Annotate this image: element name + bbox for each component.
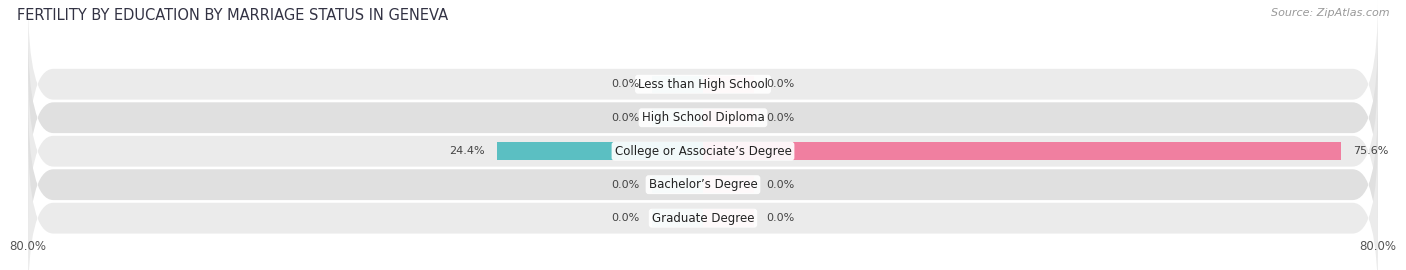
Legend: Married, Unmarried: Married, Unmarried <box>620 269 786 270</box>
Text: High School Diploma: High School Diploma <box>641 111 765 124</box>
Bar <box>652 176 703 193</box>
Bar <box>498 143 703 160</box>
Text: 0.0%: 0.0% <box>766 113 794 123</box>
Text: 24.4%: 24.4% <box>449 146 485 156</box>
Bar <box>703 143 1341 160</box>
FancyBboxPatch shape <box>28 0 1378 169</box>
Bar <box>703 210 754 227</box>
Text: 0.0%: 0.0% <box>612 79 640 89</box>
Bar <box>652 109 703 126</box>
Text: 0.0%: 0.0% <box>612 213 640 223</box>
Bar <box>703 176 754 193</box>
Text: 0.0%: 0.0% <box>612 113 640 123</box>
Text: 75.6%: 75.6% <box>1354 146 1389 156</box>
Text: Less than High School: Less than High School <box>638 78 768 91</box>
Bar <box>652 210 703 227</box>
Bar <box>703 109 754 126</box>
FancyBboxPatch shape <box>28 33 1378 203</box>
Text: 0.0%: 0.0% <box>766 213 794 223</box>
Bar <box>703 76 754 93</box>
Text: 0.0%: 0.0% <box>766 79 794 89</box>
FancyBboxPatch shape <box>28 100 1378 270</box>
Text: Source: ZipAtlas.com: Source: ZipAtlas.com <box>1271 8 1389 18</box>
Text: College or Associate’s Degree: College or Associate’s Degree <box>614 145 792 158</box>
FancyBboxPatch shape <box>28 133 1378 270</box>
Text: 0.0%: 0.0% <box>766 180 794 190</box>
FancyBboxPatch shape <box>28 66 1378 236</box>
Bar <box>652 76 703 93</box>
Text: FERTILITY BY EDUCATION BY MARRIAGE STATUS IN GENEVA: FERTILITY BY EDUCATION BY MARRIAGE STATU… <box>17 8 449 23</box>
Text: Bachelor’s Degree: Bachelor’s Degree <box>648 178 758 191</box>
Text: Graduate Degree: Graduate Degree <box>652 212 754 225</box>
Text: 0.0%: 0.0% <box>612 180 640 190</box>
